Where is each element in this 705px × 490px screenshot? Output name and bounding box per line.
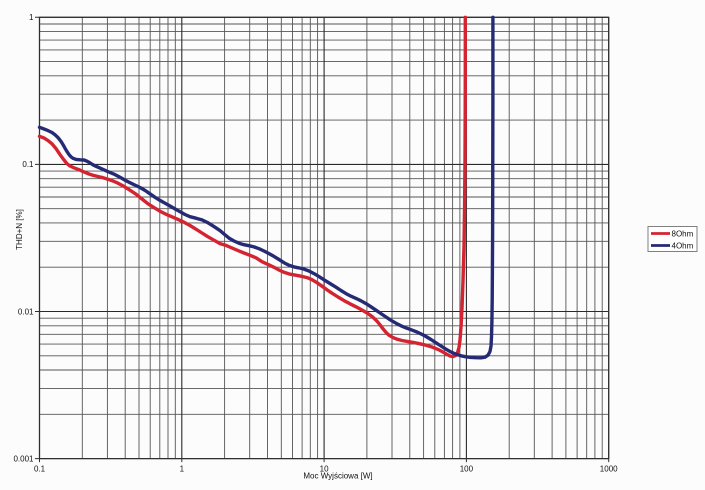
svg-text:1: 1 bbox=[180, 465, 185, 474]
svg-text:10: 10 bbox=[320, 465, 329, 474]
svg-text:8Ohm: 8Ohm bbox=[672, 229, 694, 238]
svg-text:0.01: 0.01 bbox=[18, 307, 34, 316]
svg-text:0.1: 0.1 bbox=[22, 160, 34, 169]
svg-text:1: 1 bbox=[29, 13, 34, 22]
svg-text:100: 100 bbox=[460, 465, 474, 474]
svg-text:0.001: 0.001 bbox=[13, 454, 34, 463]
svg-text:Moc Wyjściowa [W]: Moc Wyjściowa [W] bbox=[303, 472, 372, 481]
svg-text:1000: 1000 bbox=[600, 465, 618, 474]
svg-text:0.1: 0.1 bbox=[34, 465, 46, 474]
svg-text:4Ohm: 4Ohm bbox=[672, 241, 694, 250]
svg-text:THD+N [%]: THD+N [%] bbox=[15, 209, 24, 250]
